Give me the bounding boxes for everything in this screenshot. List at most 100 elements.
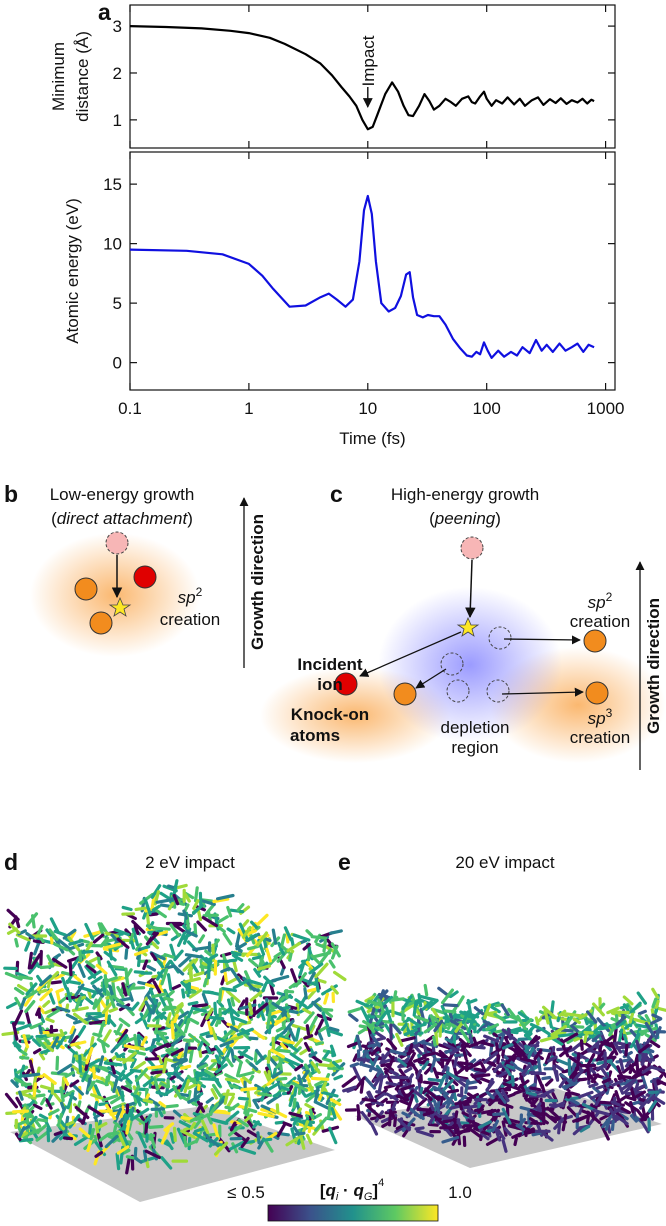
bond [146,1064,165,1070]
bond [393,1115,398,1128]
bond [249,1062,259,1071]
bond [292,1037,304,1050]
bond [171,1002,184,1013]
bond [291,1023,307,1031]
bond [170,1047,184,1057]
bond [595,1100,615,1105]
bond [466,1092,480,1101]
bond [193,1087,198,1099]
bond [67,1132,77,1141]
bond [137,1131,147,1149]
bond [282,1019,295,1035]
bond [489,1004,501,1014]
bond [134,948,149,957]
bond [56,1063,73,1075]
bond [257,964,271,971]
bond [247,979,264,987]
bond [196,920,207,932]
bond [311,1000,323,1012]
bond [289,1052,304,1063]
bond [380,1062,391,1068]
bond [218,987,223,1004]
bond [102,942,122,950]
bond [214,1141,229,1156]
bond [585,1053,596,1069]
bond [633,1084,646,1092]
bond [299,1133,306,1150]
bond [207,1020,213,1035]
bond [139,1012,150,1030]
bond [367,1042,381,1048]
bond [617,1028,624,1043]
bond [148,1124,164,1130]
bond [212,897,230,904]
bond [177,1049,184,1060]
bond [46,1008,61,1019]
data-line [129,25,595,131]
bond [406,1016,421,1028]
bond [644,1021,656,1038]
bond [524,1090,538,1097]
bond [624,1058,633,1068]
bond [610,1100,621,1107]
bond [181,988,186,999]
bond [328,959,336,969]
bond [42,1036,51,1046]
bond [161,959,172,973]
bond [654,999,660,1009]
bond [425,1093,433,1102]
bond [193,971,205,978]
bond [77,962,86,979]
panel-subtitle: (direct attachment) [51,509,193,528]
bond [87,969,104,980]
bond [66,955,81,963]
paren: ) [187,509,193,528]
bond [599,1066,610,1080]
bond [49,970,60,981]
bond [226,1035,244,1043]
bond [414,1126,425,1131]
bond [305,960,314,971]
structure-render [341,983,666,1153]
bond [454,1100,472,1106]
bond [556,1058,569,1066]
bond [68,1028,77,1044]
bond [136,1109,147,1125]
bond [587,1040,601,1053]
panel-title: Low-energy growth [50,485,195,504]
bond [267,1004,278,1010]
bond [578,1090,594,1099]
bond [529,1022,544,1032]
bond [163,1122,175,1132]
bond [533,1048,543,1061]
incoming-atom [460,536,484,560]
bond [46,1127,51,1143]
bond [348,1013,359,1022]
bond [328,1126,338,1145]
bond [215,1063,228,1074]
bond [266,1074,279,1086]
bond [566,1024,585,1029]
sp: sp [588,593,606,612]
bond [160,967,169,986]
bond [227,1102,240,1113]
bond [50,980,62,985]
bond [132,1107,150,1120]
bond [207,1137,220,1148]
bond [188,1046,195,1064]
bond [131,927,139,947]
bond [496,1128,506,1141]
bond [529,1108,545,1117]
bond [604,1117,611,1131]
bond [24,1009,32,1028]
bond [524,1033,532,1041]
bond [171,1034,186,1047]
bond [280,1085,290,1092]
bond [286,941,302,953]
bond [236,1027,254,1037]
bond [120,1085,133,1093]
bond [172,1126,177,1143]
bond [618,1085,625,1095]
bond [432,1085,449,1096]
bond [595,1049,606,1062]
